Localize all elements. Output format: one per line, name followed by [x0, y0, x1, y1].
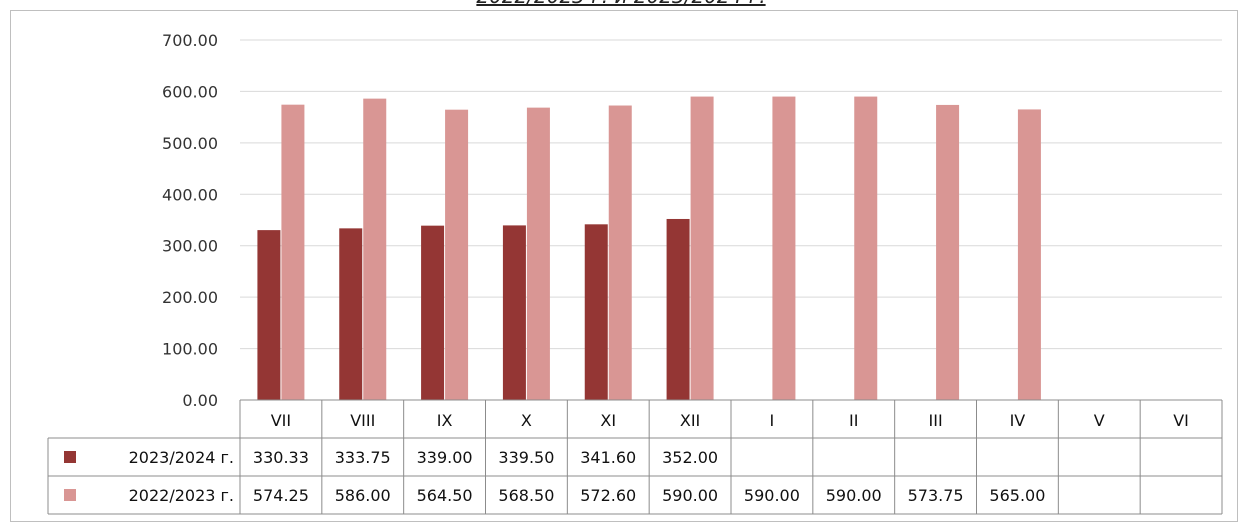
x-category-label: V [1094, 411, 1105, 430]
data-table-value: 339.50 [498, 448, 554, 467]
bar-series-2022-2023 [526, 107, 550, 400]
x-category-label: XI [600, 411, 616, 430]
bar-series-2022-2023 [772, 96, 796, 401]
x-category-label: II [849, 411, 858, 430]
data-table-value: 341.60 [580, 448, 636, 467]
bar-series-2022-2023 [936, 104, 960, 400]
x-category-label: VI [1173, 411, 1189, 430]
data-table-value: 590.00 [826, 486, 882, 505]
chart-frame [10, 10, 1238, 522]
data-table-value: 352.00 [662, 448, 718, 467]
bar-series-2022-2023 [445, 109, 469, 400]
bar-series-2022-2023 [1017, 109, 1041, 400]
bar-series-2023-2024 [421, 225, 445, 400]
bar-series-2022-2023 [608, 105, 632, 401]
x-category-label: IX [437, 411, 453, 430]
gridlines [240, 39, 1222, 401]
bar-series-2023-2024 [666, 218, 690, 400]
bar-series-2022-2023 [854, 96, 878, 401]
bars [257, 96, 1041, 401]
x-category-label: X [521, 411, 532, 430]
y-axis-tick-labels: 0.00 100.00 200.00 300.00 400.00 500.00 600.00… [162, 31, 218, 410]
data-table-value: 333.75 [335, 448, 391, 467]
y-tick-label: 600.00 [162, 82, 218, 101]
bar-series-2023-2024 [502, 225, 526, 400]
data-table-value: 339.00 [417, 448, 473, 467]
y-tick-label: 300.00 [162, 237, 218, 256]
bar-series-2022-2023 [281, 104, 305, 401]
data-table-value: 568.50 [498, 486, 554, 505]
bar-series-2022-2023 [690, 96, 714, 401]
data-table-value: 573.75 [908, 486, 964, 505]
chart-title: 2022/2023 г. и 2023/2024 г. [0, 0, 1242, 8]
x-category-label: XII [680, 411, 700, 430]
legend-label: 2023/2024 г. [129, 448, 234, 467]
data-table-value: 564.50 [417, 486, 473, 505]
data-table-value: 572.60 [580, 486, 636, 505]
data-table-value: 586.00 [335, 486, 391, 505]
y-tick-label: 200.00 [162, 288, 218, 307]
y-tick-label: 700.00 [162, 31, 218, 50]
data-table-value: 590.00 [662, 486, 718, 505]
y-tick-label: 400.00 [162, 185, 218, 204]
legend-swatch [64, 451, 76, 463]
x-category-label: VII [271, 411, 291, 430]
y-tick-label: 100.00 [162, 340, 218, 359]
bar-series-2022-2023 [363, 98, 387, 400]
y-tick-label: 0.00 [182, 391, 218, 410]
legend-label: 2022/2023 г. [129, 486, 234, 505]
legend-swatch [64, 489, 76, 501]
y-tick-label: 500.00 [162, 134, 218, 153]
data-table-value: 590.00 [744, 486, 800, 505]
x-category-label: IV [1010, 411, 1026, 430]
x-category-label: III [929, 411, 943, 430]
x-category-label: VIII [350, 411, 375, 430]
bar-series-2023-2024 [584, 224, 608, 400]
bar-series-2023-2024 [339, 228, 363, 400]
bar-series-2023-2024 [257, 230, 281, 400]
data-table-value: 574.25 [253, 486, 309, 505]
data-table-value: 330.33 [253, 448, 309, 467]
data-table-value: 565.00 [989, 486, 1045, 505]
x-category-label: I [770, 411, 775, 430]
